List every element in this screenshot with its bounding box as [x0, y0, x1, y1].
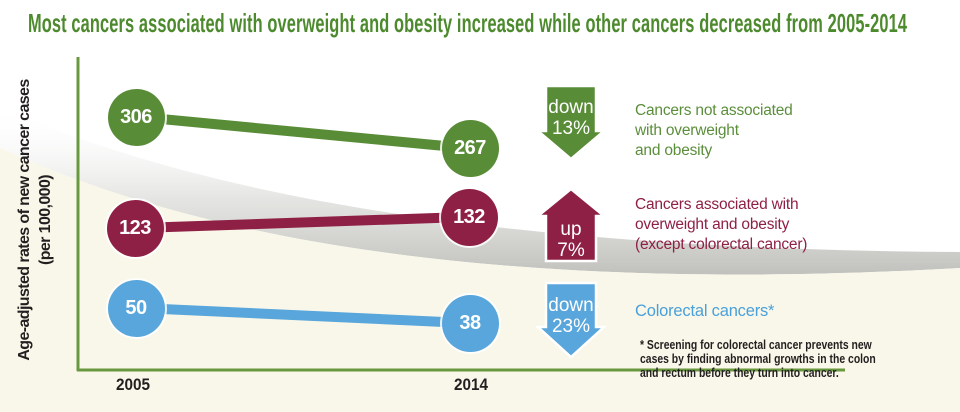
datapoint-green-2005: 306 — [107, 88, 165, 146]
chart-title: Most cancers associated with overweight … — [28, 8, 908, 38]
slope-line-maroon — [138, 212, 466, 233]
y-axis-label: Age-adjusted rates of new cancer cases (… — [12, 42, 60, 398]
legend-green-line3: and obesity — [635, 142, 713, 159]
down-arrow-green-icon — [534, 84, 608, 161]
swoosh-cream-area — [0, 148, 960, 412]
change-label-maroon: up 7% — [516, 219, 626, 261]
datapoint-blue-2014: 38 — [441, 294, 499, 352]
change-word-green: down — [548, 97, 594, 118]
legend-maroon-line3: (except colorectal cancer) — [635, 236, 808, 253]
change-pct-maroon: 7% — [557, 240, 585, 261]
legend-green: Cancers not associated with overweight a… — [635, 101, 793, 161]
legend-green-line2: with overweight — [635, 122, 739, 139]
legend-blue-line1: Colorectal cancers* — [635, 302, 775, 320]
y-axis-label-line1: Age-adjusted rates of new cancer cases — [16, 79, 33, 361]
change-pct-green: 13% — [551, 118, 591, 139]
change-word-blue: down — [548, 295, 594, 316]
change-pct-blue: 23% — [551, 316, 591, 337]
x-tick-2005: 2005 — [115, 375, 151, 394]
footnote-line2: cases by finding abnormal growths in the… — [640, 351, 876, 366]
up-arrow-maroon-icon — [534, 187, 608, 263]
datapoint-blue-2005: 50 — [107, 279, 165, 337]
datapoint-green-2014: 267 — [441, 119, 499, 177]
footnote-line1: * Screening for colorectal cancer preven… — [640, 337, 872, 352]
x-tick-2014: 2014 — [453, 375, 489, 394]
slope-line-green — [139, 112, 467, 153]
change-label-green: down 13% — [516, 97, 626, 139]
footnote: * Screening for colorectal cancer preven… — [640, 338, 876, 380]
slope-line-blue — [139, 303, 467, 328]
legend-maroon-line1: Cancers associated with — [635, 196, 799, 213]
datapoint-maroon-2005: 123 — [106, 199, 164, 257]
datapoint-maroon-2014: 132 — [440, 188, 498, 246]
legend-green-line1: Cancers not associated — [635, 102, 793, 119]
change-label-blue: down 23% — [516, 295, 626, 337]
legend-maroon: Cancers associated with overweight and o… — [635, 195, 807, 255]
y-axis-label-line2: (per 100,000) — [37, 174, 54, 266]
legend-blue: Colorectal cancers* — [635, 301, 774, 321]
change-word-maroon: up — [560, 219, 582, 240]
down-arrow-blue-icon — [534, 281, 608, 359]
footnote-line3: and rectum before they turn into cancer. — [640, 365, 839, 380]
legend-maroon-line2: overweight and obesity — [635, 216, 790, 233]
